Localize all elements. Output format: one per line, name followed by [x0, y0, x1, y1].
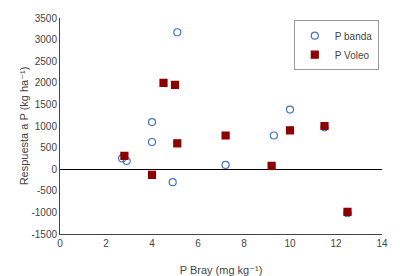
- svg-text:1500: 1500: [35, 99, 58, 110]
- svg-text:3000: 3000: [35, 34, 58, 45]
- svg-text:1000: 1000: [35, 121, 58, 132]
- svg-text:6: 6: [195, 238, 201, 249]
- svg-text:500: 500: [40, 142, 57, 153]
- svg-text:8: 8: [241, 238, 247, 249]
- svg-text:3500: 3500: [35, 13, 58, 24]
- svg-text:P Bray (mg kg⁻¹): P Bray (mg kg⁻¹): [180, 264, 263, 276]
- svg-text:2000: 2000: [35, 77, 58, 88]
- svg-text:14: 14: [376, 238, 388, 249]
- svg-text:2500: 2500: [35, 56, 58, 67]
- svg-text:Respuesta a P (kg ha⁻¹): Respuesta a P (kg ha⁻¹): [18, 67, 30, 186]
- svg-text:4: 4: [149, 238, 155, 249]
- svg-text:0: 0: [51, 164, 57, 175]
- svg-text:10: 10: [284, 238, 296, 249]
- svg-text:2: 2: [103, 238, 109, 249]
- svg-text:-1000: -1000: [31, 207, 57, 218]
- svg-text:-500: -500: [37, 185, 57, 196]
- svg-text:P banda: P banda: [335, 31, 373, 42]
- svg-text:-1500: -1500: [31, 229, 57, 240]
- svg-text:0: 0: [57, 238, 63, 249]
- svg-text:P Voleo: P Voleo: [335, 50, 370, 61]
- svg-text:12: 12: [330, 238, 342, 249]
